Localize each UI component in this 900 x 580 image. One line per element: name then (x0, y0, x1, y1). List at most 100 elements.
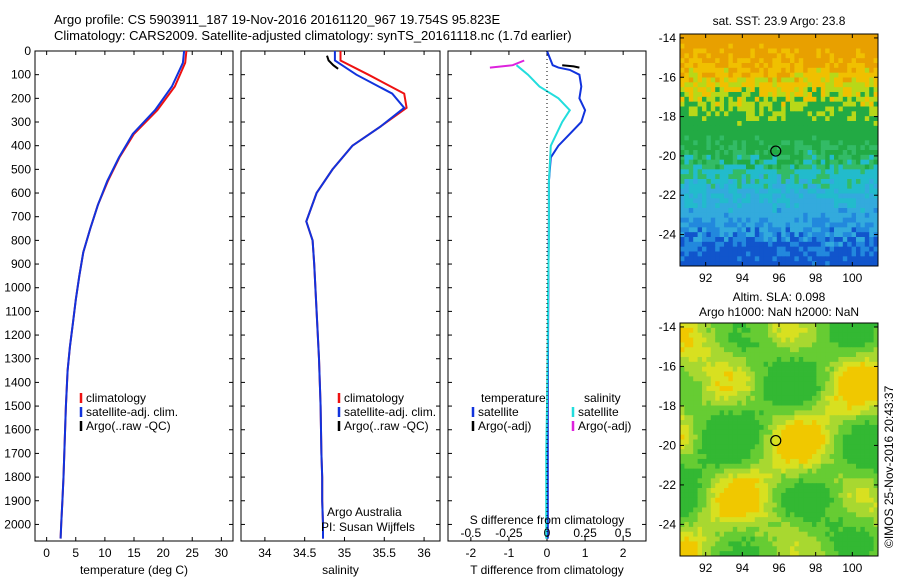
map-cell (763, 424, 769, 431)
map-cell (838, 121, 844, 127)
map-cell (803, 526, 808, 533)
map-cell (746, 400, 751, 406)
map-cell (746, 43, 751, 49)
map-cell (860, 395, 866, 402)
map-cell (869, 415, 874, 421)
map-cell (864, 63, 870, 69)
map-cell (772, 449, 778, 455)
map-cell (724, 526, 729, 533)
sla-map: 92 94 96 98 100-14-16-18-20-22-24 (659, 320, 879, 575)
map-cell (772, 159, 778, 165)
map-cell (785, 327, 791, 334)
map-cell (750, 332, 756, 338)
map-cell (772, 43, 778, 49)
map-cell (688, 140, 694, 146)
map-cell (680, 332, 685, 338)
map-cell (798, 531, 804, 537)
map-cell (732, 145, 738, 151)
map-cell (834, 454, 839, 460)
map-cell (790, 198, 795, 204)
map-cell (820, 371, 826, 377)
map-cell (728, 410, 734, 416)
map-cell (772, 458, 778, 465)
map-cell (842, 517, 848, 523)
map-cell (807, 63, 813, 69)
map-cell (741, 53, 747, 59)
map-cell (680, 439, 685, 445)
map-cell (803, 497, 808, 503)
map-cell (746, 135, 751, 141)
map-cell (737, 82, 742, 88)
map-cell (737, 366, 742, 372)
map-cell (790, 43, 795, 49)
map-cell (684, 67, 690, 74)
map-cell (754, 386, 760, 392)
map-cell (741, 154, 747, 161)
map-cell (710, 410, 716, 416)
map-cell (684, 125, 690, 132)
map-cell (834, 87, 839, 93)
map-cell (741, 376, 747, 382)
map-cell (741, 256, 747, 262)
map-cell (869, 193, 874, 199)
map-cell (869, 135, 874, 141)
map-cell (741, 92, 747, 98)
map-cell (710, 145, 716, 151)
map-cell (715, 63, 720, 69)
map-cell (706, 58, 712, 64)
map-cell (807, 34, 813, 40)
map-cell (693, 337, 698, 343)
map-cell (732, 135, 738, 141)
map-cell (834, 449, 839, 455)
map-cell (728, 347, 734, 353)
map-cell (710, 551, 716, 557)
map-cell (746, 492, 751, 499)
map-cell (869, 43, 874, 49)
map-cell (732, 183, 738, 190)
map-cell (864, 323, 870, 329)
x2-tick-label: 0.5 (615, 526, 632, 540)
map-cell (697, 96, 703, 103)
map-cell (768, 366, 773, 372)
map-cell (772, 512, 778, 518)
map-cell (693, 546, 698, 552)
map-cell (794, 82, 800, 88)
map-cell (834, 34, 839, 40)
map-cell (807, 58, 813, 64)
map-cell (728, 361, 734, 368)
map-cell (834, 48, 839, 54)
map-cell (794, 371, 800, 377)
map-cell (820, 390, 826, 397)
map-cell (680, 424, 685, 431)
map-cell (697, 526, 703, 533)
map-cell (768, 449, 773, 455)
map-cell (838, 536, 844, 542)
map-cell (785, 188, 791, 194)
map-cell (715, 96, 720, 103)
map-cell (816, 342, 822, 348)
map-cell (816, 478, 822, 484)
map-cell (860, 135, 866, 141)
map-cell (724, 386, 729, 392)
map-cell (732, 395, 738, 402)
map-cell (794, 125, 800, 132)
map-cell (710, 536, 716, 542)
map-cell (847, 361, 852, 368)
map-cell (702, 174, 707, 180)
map-cell (851, 145, 857, 151)
map-cell (785, 517, 791, 523)
map-cell (798, 169, 804, 175)
map-cell (688, 526, 694, 533)
map-cell (851, 140, 857, 146)
map-cell (737, 517, 742, 523)
map-cell (794, 193, 800, 199)
map-cell (728, 473, 734, 479)
map-cell (706, 429, 712, 436)
map-cell (851, 164, 857, 170)
map-cell (785, 458, 791, 465)
map-cell (710, 183, 716, 190)
map-cell (728, 53, 734, 59)
map-cell (741, 116, 747, 122)
map-cell (834, 212, 839, 219)
map-cell (820, 174, 826, 180)
